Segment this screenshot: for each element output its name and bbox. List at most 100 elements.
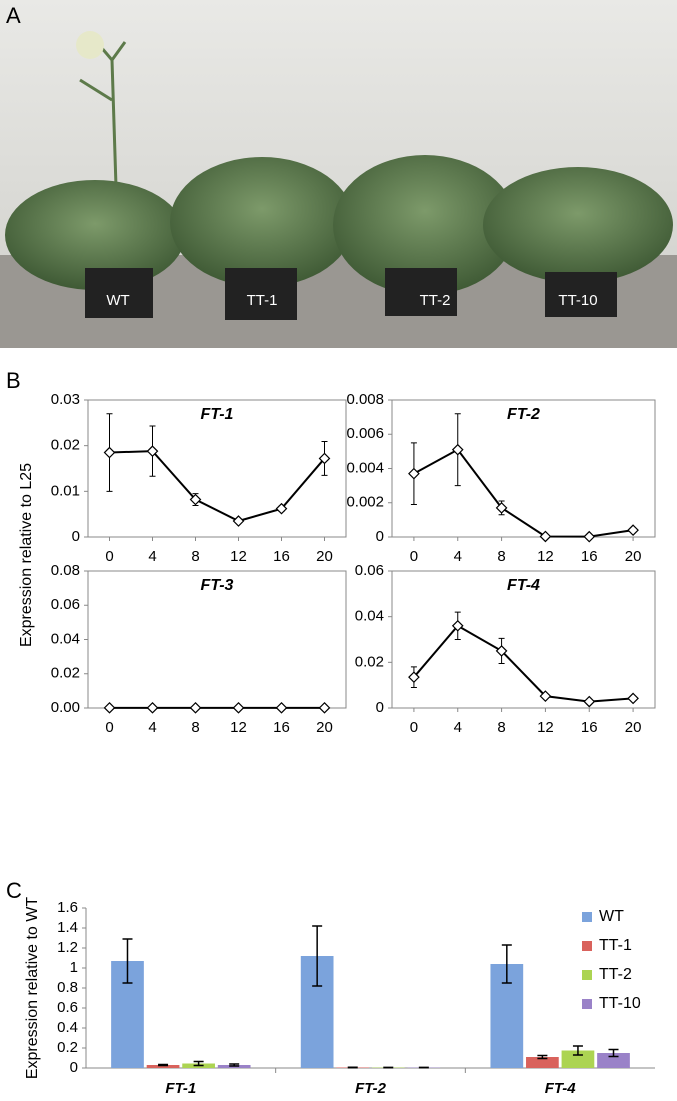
error-bar (158, 1063, 169, 1067)
marker (583, 530, 596, 543)
x-tick-label: 4 (454, 719, 462, 736)
marker (103, 446, 116, 459)
chart-title: FT-2 (507, 406, 540, 423)
x-tick-label: 8 (497, 719, 505, 736)
y-tick-label: 0.00 (51, 699, 80, 716)
error-bar (608, 1048, 619, 1058)
marker (408, 467, 420, 480)
marker (146, 445, 159, 457)
y-tick-label: 0.04 (51, 630, 80, 647)
x-tick-label: 4 (148, 548, 156, 565)
panel-label: A (6, 3, 21, 28)
flowers (76, 31, 104, 59)
y-tick-label: 0 (72, 528, 80, 545)
y-tick-label: 1.6 (57, 899, 78, 916)
stem (79, 39, 127, 251)
x-tick-label: 20 (625, 548, 642, 565)
y-tick-label: 0.01 (51, 482, 80, 499)
marker (408, 671, 420, 684)
plant (170, 157, 354, 287)
legend-swatch (582, 970, 592, 980)
error-bar (193, 1060, 204, 1067)
bar (561, 1050, 595, 1068)
error-bar (229, 1063, 240, 1067)
error-bar (312, 925, 323, 987)
chart-title: FT-3 (201, 577, 234, 594)
photo-caption: TT-10 (558, 292, 597, 309)
x-tick-label: FT-1 (165, 1080, 196, 1097)
y-tick-label: 0.002 (346, 494, 384, 511)
y-tick-label: 0.8 (57, 979, 78, 996)
x-tick-label: 8 (191, 548, 199, 565)
photo-caption: TT-1 (247, 292, 278, 309)
photo: WT TT-1 TT-2 TT-10 A (0, 0, 677, 348)
y-tick-label: 0 (70, 1059, 78, 1076)
marker (318, 701, 331, 714)
y-tick-label: 0.004 (346, 459, 384, 476)
x-tick-label: 12 (230, 719, 247, 736)
y-tick-label: 0.6 (57, 999, 78, 1016)
y-tick-label: 0.006 (346, 425, 384, 442)
x-tick-label: FT-2 (355, 1080, 386, 1097)
x-tick-label: 12 (537, 548, 554, 565)
chart-title: FT-4 (507, 577, 540, 594)
y-tick-label: 0.03 (51, 391, 80, 408)
photo-caption: TT-2 (420, 292, 451, 309)
pot (225, 268, 297, 320)
y-tick-label: 1 (70, 959, 78, 976)
x-tick-label: 8 (191, 719, 199, 736)
x-tick-label: 16 (273, 719, 290, 736)
marker (232, 701, 245, 714)
marker (189, 493, 202, 506)
marker (451, 443, 464, 456)
marker (189, 701, 202, 714)
photo-caption: WT (106, 292, 129, 309)
bar (526, 1057, 559, 1068)
y-tick-label: 0 (376, 528, 384, 545)
plot-frame (87, 399, 347, 538)
x-tick-label: 0 (410, 719, 418, 736)
y-tick-label: 0.06 (355, 562, 384, 579)
pot (85, 268, 153, 318)
error-bar (501, 944, 512, 984)
marker (495, 502, 508, 514)
marker (146, 701, 159, 714)
legend-swatch (582, 941, 592, 951)
y-tick-label: 0.02 (51, 665, 80, 682)
marker (451, 619, 464, 632)
x-tick-label: FT-4 (545, 1080, 576, 1097)
x-tick-label: 0 (410, 548, 418, 565)
y-axis-label: Expression relative to WT (24, 897, 41, 1080)
y-tick-label: 0.008 (346, 391, 384, 408)
marker (232, 515, 245, 527)
y-tick-label: 0.02 (51, 437, 80, 454)
x-tick-label: 12 (537, 719, 554, 736)
x-tick-label: 4 (454, 548, 462, 565)
legend-swatch (582, 912, 592, 922)
error-bar (122, 938, 133, 984)
line (413, 448, 634, 538)
line (109, 450, 326, 523)
x-tick-label: 20 (316, 548, 333, 565)
marker (275, 502, 288, 515)
error-bar (572, 1045, 583, 1056)
marker (275, 701, 288, 714)
y-tick-label: 0 (376, 699, 384, 716)
y-tick-label: 0.06 (51, 596, 80, 613)
marker (539, 690, 552, 702)
y-tick-label: 1.4 (57, 919, 78, 936)
x-tick-label: 20 (316, 719, 333, 736)
y-tick-label: 0.04 (355, 608, 384, 625)
chart-title: FT-1 (201, 406, 234, 423)
legend-label: TT-1 (599, 937, 632, 954)
x-tick-label: 16 (581, 719, 598, 736)
marker (495, 645, 508, 657)
y-axis-label: Expression relative to L25 (18, 463, 35, 647)
y-tick-label: 0.2 (57, 1039, 78, 1056)
pot (385, 268, 457, 316)
plant (5, 180, 185, 290)
legend-label: TT-10 (599, 995, 641, 1012)
marker (539, 530, 552, 543)
x-tick-label: 16 (273, 548, 290, 565)
marker (627, 524, 639, 536)
